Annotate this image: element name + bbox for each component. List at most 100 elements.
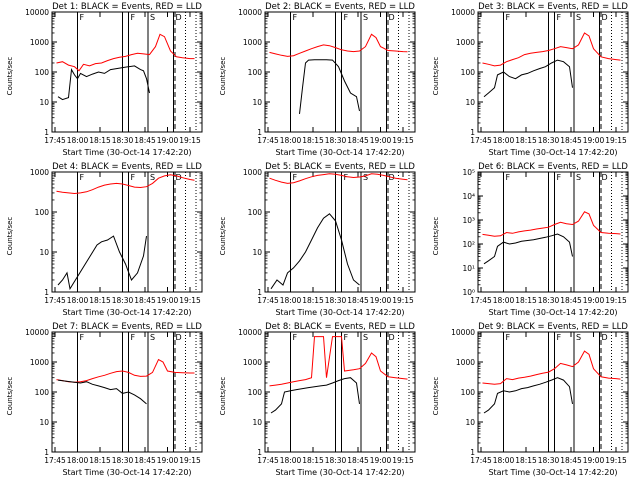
detector-panel: Det 3: BLACK = Events, RED = LLD Start Ti… (426, 0, 639, 160)
event-marker-label: D (176, 173, 182, 182)
x-tick-label: 18:30 (112, 296, 134, 305)
x-tick-label: 18:30 (325, 136, 347, 145)
x-tick-label: 17:45 (257, 456, 279, 465)
black-events-series-line (483, 59, 573, 98)
red-lld-series-line (269, 33, 408, 57)
event-marker-label: D (176, 13, 182, 22)
chart-title: Det 5: BLACK = Events, RED = LLD (265, 162, 415, 172)
red-lld-series-line (269, 336, 408, 387)
x-tick-label: 18:15 (515, 296, 537, 305)
y-tick-label: 10000 (238, 8, 262, 17)
event-marker-label: S (150, 333, 155, 342)
x-tick-label: 18:15 (89, 456, 111, 465)
event-marker-label: F (344, 173, 349, 182)
red-lld-series-line (269, 173, 408, 184)
y-tick-label: 10 (465, 418, 475, 427)
x-tick-label: 17:45 (44, 456, 66, 465)
detector-panel: Det 7: BLACK = Events, RED = LLD Start Ti… (0, 320, 213, 480)
y-tick-label: 10000 (25, 328, 49, 337)
y-tick-label: 10⁰ (462, 288, 475, 297)
x-tick-label: 19:15 (605, 296, 627, 305)
x-tick-label: 18:30 (538, 296, 560, 305)
x-tick-label: 17:45 (44, 296, 66, 305)
chart-title: Det 2: BLACK = Events, RED = LLD (265, 2, 415, 12)
y-tick-label: 100 (461, 68, 476, 77)
x-axis-label: Start Time (30-Oct-14 17:42:20) (275, 148, 405, 157)
x-tick-label: 18:45 (134, 456, 156, 465)
chart-svg: 1 10 100 1000 17:45 18:00 18:15 18:30 18:45 19:00… (30, 168, 203, 305)
y-tick-label: 1 (44, 288, 49, 297)
x-tick-label: 18:45 (347, 456, 369, 465)
y-tick-label: 10 (252, 248, 262, 257)
x-tick-label: 19:15 (605, 456, 627, 465)
event-marker-label: S (363, 13, 368, 22)
event-marker-label: F (557, 333, 562, 342)
x-tick-label: 18:00 (67, 296, 89, 305)
chart-title: Det 3: BLACK = Events, RED = LLD (478, 2, 628, 12)
chart-title: Det 1: BLACK = Events, RED = LLD (52, 2, 202, 12)
detector-panel: Det 6: BLACK = Events, RED = LLD Start Ti… (426, 160, 639, 320)
detector-panel: Det 4: BLACK = Events, RED = LLD Start Ti… (0, 160, 213, 320)
event-marker-label: F (506, 333, 511, 342)
x-axis-label: Start Time (30-Oct-14 17:42:20) (62, 148, 192, 157)
x-tick-label: 18:00 (493, 296, 515, 305)
event-marker-label: F (80, 173, 85, 182)
y-tick-label: 10000 (451, 8, 475, 17)
y-tick-label: 1000 (30, 38, 49, 47)
plot-frame (264, 331, 416, 453)
x-tick-label: 18:15 (515, 456, 537, 465)
x-tick-label: 18:45 (560, 136, 582, 145)
red-lld-series-line (482, 350, 621, 385)
black-events-series-line (57, 379, 147, 405)
chart-svg: 1 10 100 1000 10000 17:45 18:00 18:15 18:30 18:45… (238, 8, 416, 145)
y-tick-label: 1 (257, 288, 262, 297)
y-tick-label: 1000 (243, 168, 262, 177)
event-marker-label: F (293, 333, 298, 342)
chart-svg: 1 10 100 1000 17:45 18:00 18:15 18:30 18:45 19:00… (243, 168, 416, 305)
chart-svg: 1 10 100 1000 10000 17:45 18:00 18:15 18:30 18:45… (25, 328, 203, 465)
y-tick-label: 10⁴ (462, 192, 475, 201)
red-lld-series-line (482, 32, 621, 67)
event-marker-label: F (80, 13, 85, 22)
event-marker-label: S (363, 173, 368, 182)
x-tick-label: 18:30 (112, 456, 134, 465)
plot-frame (477, 171, 629, 293)
black-events-series-line (483, 233, 573, 265)
y-tick-label: 1000 (30, 358, 49, 367)
y-tick-label: 1 (257, 448, 262, 457)
x-tick-label: 18:30 (538, 136, 560, 145)
event-marker-label: F (557, 13, 562, 22)
event-marker-label: D (602, 13, 608, 22)
chart-svg: 1 10 100 1000 10000 17:45 18:00 18:15 18:30 18:45… (238, 328, 416, 465)
x-tick-label: 18:15 (302, 456, 324, 465)
x-tick-label: 18:00 (67, 456, 89, 465)
x-tick-label: 18:45 (560, 456, 582, 465)
y-tick-label: 10000 (451, 328, 475, 337)
x-tick-label: 19:00 (583, 136, 605, 145)
x-tick-label: 18:00 (493, 136, 515, 145)
y-tick-label: 1 (470, 448, 475, 457)
event-marker-label: D (389, 13, 395, 22)
detector-panel: Det 8: BLACK = Events, RED = LLD Start Ti… (213, 320, 426, 480)
y-tick-label: 10 (39, 418, 49, 427)
x-tick-label: 18:45 (134, 136, 156, 145)
x-tick-label: 18:15 (515, 136, 537, 145)
y-tick-label: 1000 (243, 38, 262, 47)
y-tick-label: 100 (461, 388, 476, 397)
x-tick-label: 18:00 (67, 136, 89, 145)
plot-frame (51, 11, 203, 133)
y-tick-label: 10 (252, 418, 262, 427)
plot-frame (477, 11, 629, 133)
y-tick-label: 1 (470, 128, 475, 137)
event-marker-label: S (576, 333, 581, 342)
x-tick-label: 17:45 (470, 296, 492, 305)
x-tick-label: 19:15 (605, 136, 627, 145)
black-events-series-line (270, 377, 360, 414)
chart-title: Det 4: BLACK = Events, RED = LLD (52, 162, 202, 172)
plot-frame (51, 171, 203, 293)
